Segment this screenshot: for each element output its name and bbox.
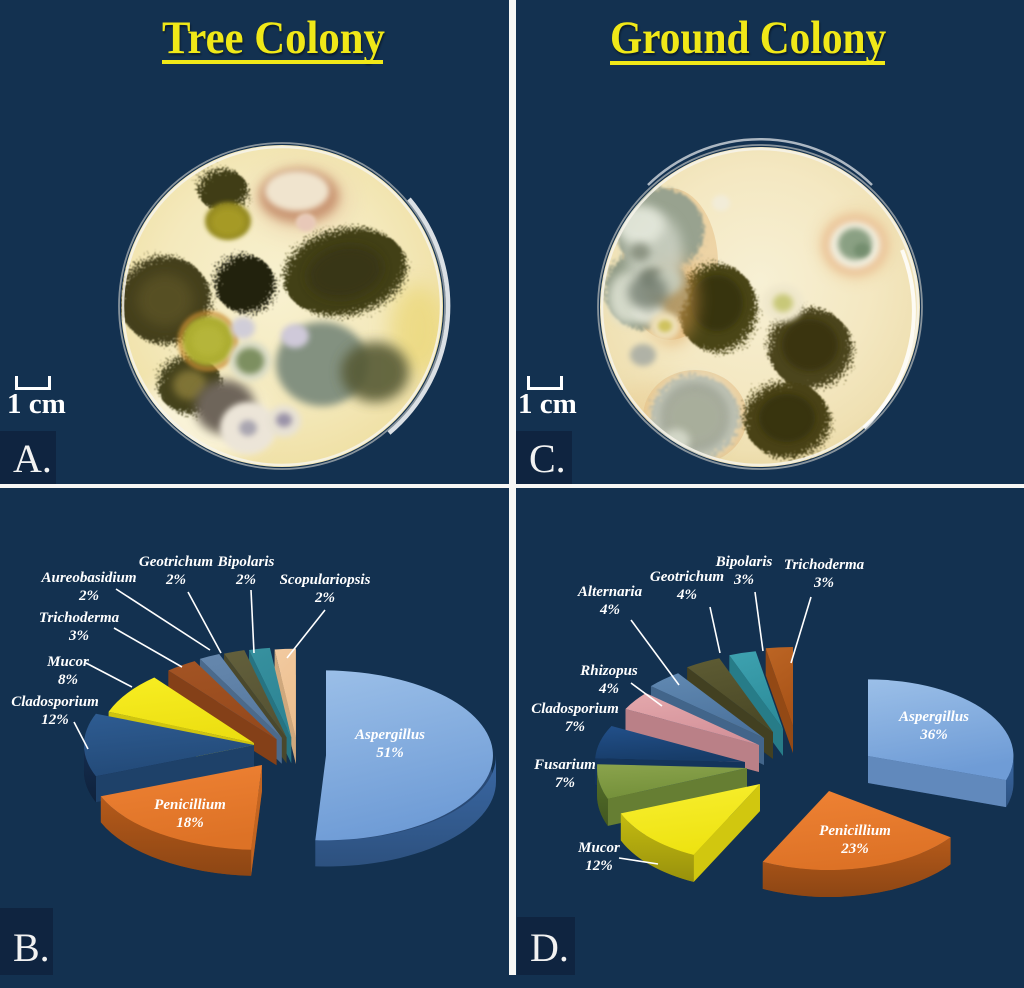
- svg-text:23%: 23%: [840, 841, 869, 857]
- svg-text:4%: 4%: [676, 587, 697, 603]
- svg-text:Aspergillus: Aspergillus: [354, 727, 425, 743]
- svg-text:12%: 12%: [585, 858, 613, 874]
- svg-text:Fusarium: Fusarium: [533, 757, 596, 773]
- svg-text:2%: 2%: [235, 572, 256, 588]
- svg-text:Penicillium: Penicillium: [154, 797, 226, 813]
- svg-text:Trichoderma: Trichoderma: [784, 557, 865, 573]
- svg-text:Rhizopus: Rhizopus: [579, 663, 638, 679]
- svg-text:2%: 2%: [165, 572, 186, 588]
- svg-text:8%: 8%: [58, 672, 78, 688]
- svg-text:Mucor: Mucor: [46, 654, 89, 670]
- svg-text:Alternaria: Alternaria: [577, 584, 643, 600]
- svg-text:7%: 7%: [555, 775, 575, 791]
- svg-text:3%: 3%: [813, 575, 834, 591]
- svg-text:2%: 2%: [78, 588, 99, 604]
- svg-text:Aspergillus: Aspergillus: [898, 709, 969, 725]
- svg-text:Aureobasidium: Aureobasidium: [40, 570, 136, 586]
- svg-text:Trichoderma: Trichoderma: [39, 610, 120, 626]
- svg-text:12%: 12%: [41, 712, 69, 728]
- svg-text:51%: 51%: [376, 745, 404, 761]
- svg-text:3%: 3%: [68, 628, 89, 644]
- svg-text:Cladosporium: Cladosporium: [531, 701, 619, 717]
- svg-text:Scopulariopsis: Scopulariopsis: [280, 572, 371, 588]
- svg-text:4%: 4%: [599, 602, 620, 618]
- svg-text:Penicillium: Penicillium: [819, 823, 891, 839]
- svg-text:Cladosporium: Cladosporium: [11, 694, 99, 710]
- svg-text:36%: 36%: [919, 727, 948, 743]
- svg-text:Bipolaris: Bipolaris: [715, 554, 773, 570]
- svg-text:7%: 7%: [565, 719, 585, 735]
- svg-text:Geotrichum: Geotrichum: [650, 569, 724, 585]
- svg-text:Mucor: Mucor: [577, 840, 620, 856]
- svg-text:4%: 4%: [598, 681, 619, 697]
- svg-text:Bipolaris: Bipolaris: [217, 554, 275, 570]
- svg-text:2%: 2%: [314, 590, 335, 606]
- svg-text:3%: 3%: [733, 572, 754, 588]
- svg-text:Geotrichum: Geotrichum: [139, 554, 213, 570]
- svg-text:18%: 18%: [176, 815, 204, 831]
